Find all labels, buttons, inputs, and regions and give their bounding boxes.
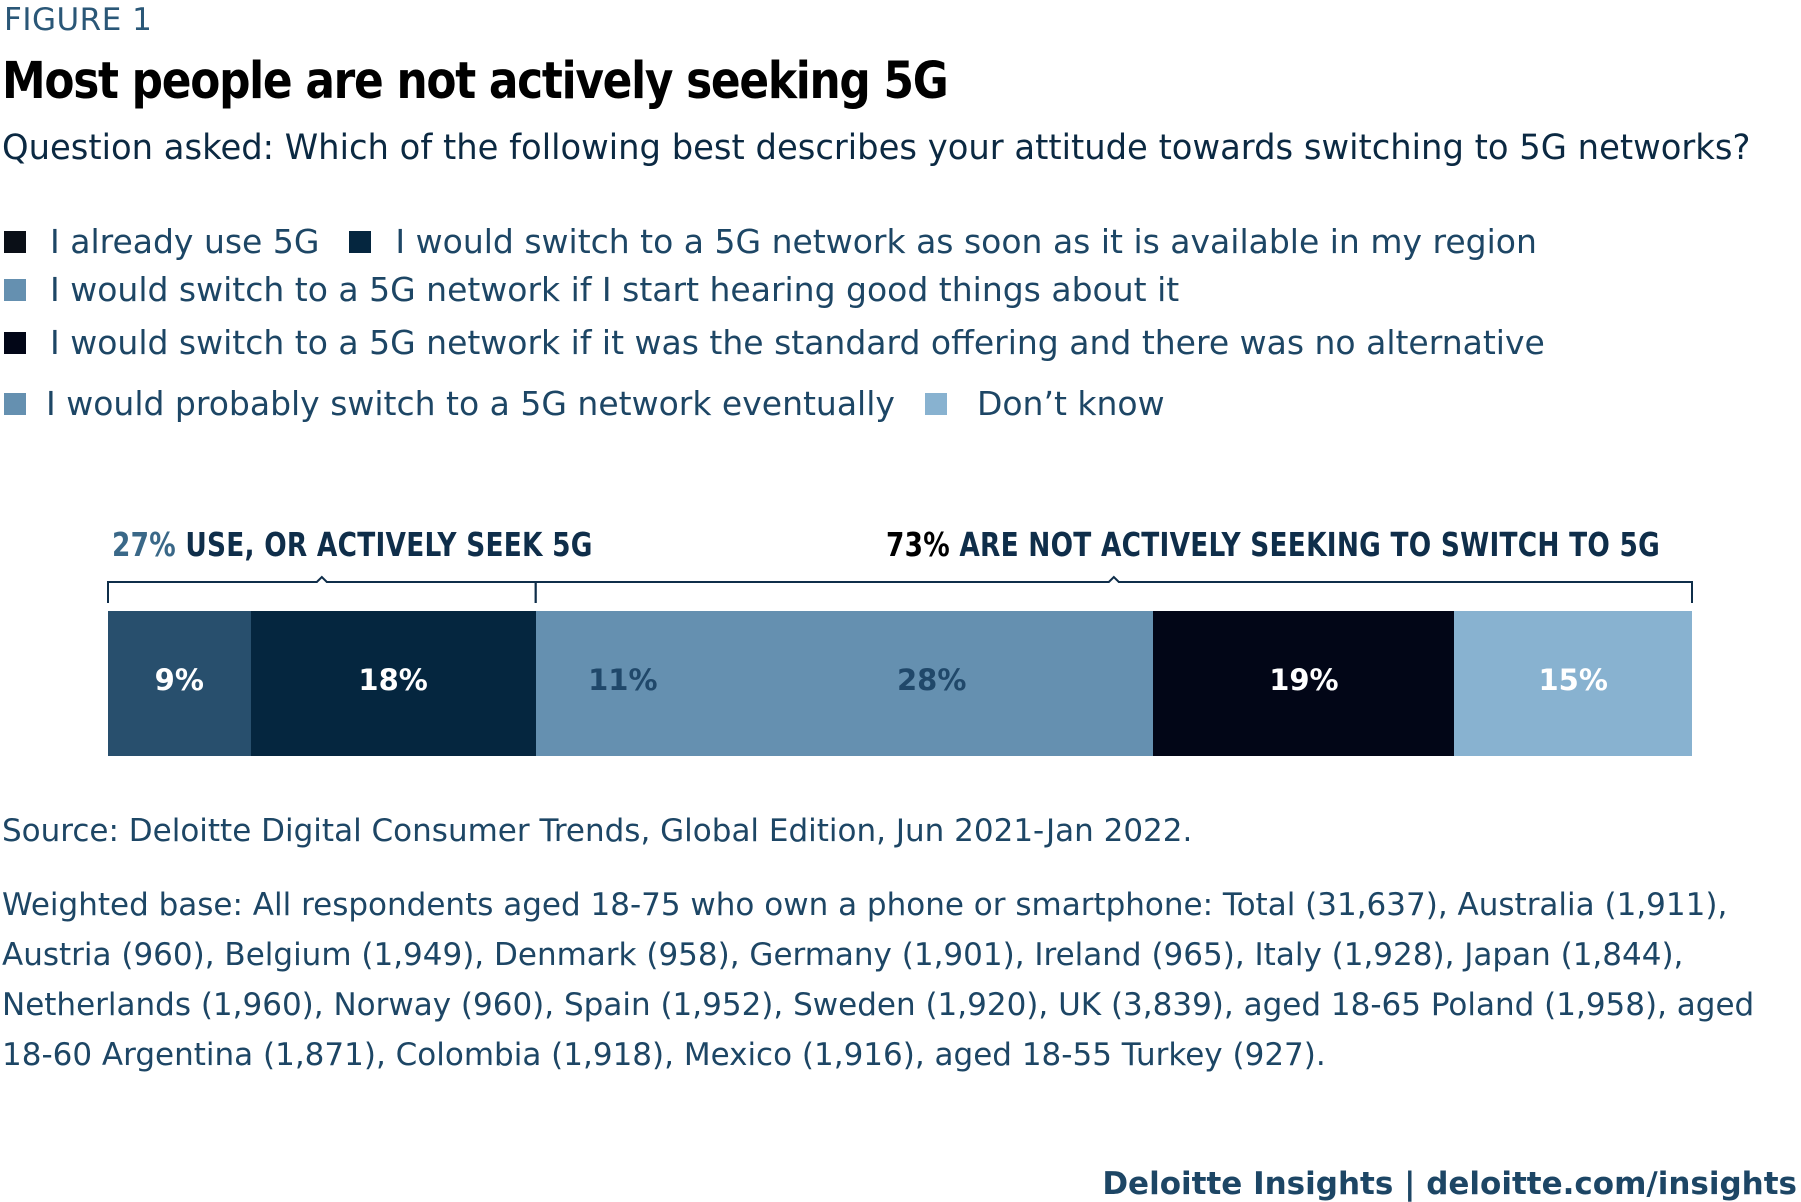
legend-item: I would switch to a 5G network as soon a…	[349, 222, 1537, 261]
legend-swatch	[349, 230, 372, 253]
legend-swatch	[4, 331, 26, 354]
bar-segment-label: 9%	[154, 663, 204, 697]
chart-subtitle: Question asked: Which of the following b…	[2, 128, 1751, 168]
legend-item: I would switch to a 5G network if I star…	[4, 270, 1179, 309]
group-pct: 73%	[886, 525, 950, 564]
group-pct: 27%	[112, 525, 176, 564]
group-bracket	[534, 575, 1693, 603]
group-text: USE, OR ACTIVELY SEEK 5G	[185, 525, 593, 564]
figure-label: FIGURE 1	[4, 2, 153, 38]
legend-row-2: I would switch to a 5G network if I star…	[4, 270, 1209, 309]
legend-label: I would switch to a 5G network if I star…	[50, 270, 1180, 309]
legend-swatch	[4, 392, 26, 415]
bar-segment-label: 11%	[588, 663, 658, 697]
bar-segment	[535, 611, 711, 756]
legend-swatch	[924, 392, 947, 415]
legend-row-3: I would switch to a 5G network if it was…	[4, 323, 1575, 362]
legend-label: Don’t know	[976, 384, 1165, 423]
legend-label: I would switch to a 5G network if it was…	[50, 323, 1545, 362]
bar-segment	[250, 611, 537, 756]
bar-segment-label: 18%	[358, 663, 428, 697]
bar-segment	[108, 611, 252, 756]
group-text: ARE NOT ACTIVELY SEEKING TO SWITCH TO 5G	[959, 525, 1661, 564]
bar-segment	[709, 611, 1154, 756]
legend-row-4: I would probably switch to a 5G network …	[4, 384, 1195, 423]
bar-segment-label: 15%	[1538, 663, 1608, 697]
bar-segment	[1153, 611, 1455, 756]
weighted-base-note: Weighted base: All respondents aged 18-7…	[2, 887, 1755, 1073]
legend-swatch	[4, 230, 26, 253]
legend-item: I would switch to a 5G network if it was…	[4, 323, 1545, 362]
legend-label: I already use 5G	[50, 222, 320, 261]
legend-item: I would probably switch to a 5G network …	[4, 384, 895, 423]
footer-credit: Deloitte Insights | deloitte.com/insight…	[1102, 1166, 1797, 1202]
bar-segment-label: 19%	[1269, 663, 1339, 697]
legend-label: I would probably switch to a 5G network …	[46, 384, 895, 423]
bar-segment-label: 28%	[896, 663, 967, 697]
legend-swatch	[4, 278, 26, 301]
legend-item: I already use 5G	[4, 222, 319, 261]
chart-title: Most people are not actively seeking 5G	[2, 52, 949, 111]
group-label-not-seeking: 73% ARE NOT ACTIVELY SEEKING TO SWITCH T…	[886, 525, 1660, 564]
legend-row-1: I already use 5G I would switch to a 5G …	[4, 222, 1567, 261]
legend-item: Don’t know	[924, 384, 1165, 423]
legend-label: I would switch to a 5G network as soon a…	[395, 222, 1537, 261]
bar-segment	[1454, 611, 1693, 756]
source-note: Source: Deloitte Digital Consumer Trends…	[2, 813, 1193, 849]
group-label-seek: 27% USE, OR ACTIVELY SEEK 5G	[112, 525, 593, 564]
